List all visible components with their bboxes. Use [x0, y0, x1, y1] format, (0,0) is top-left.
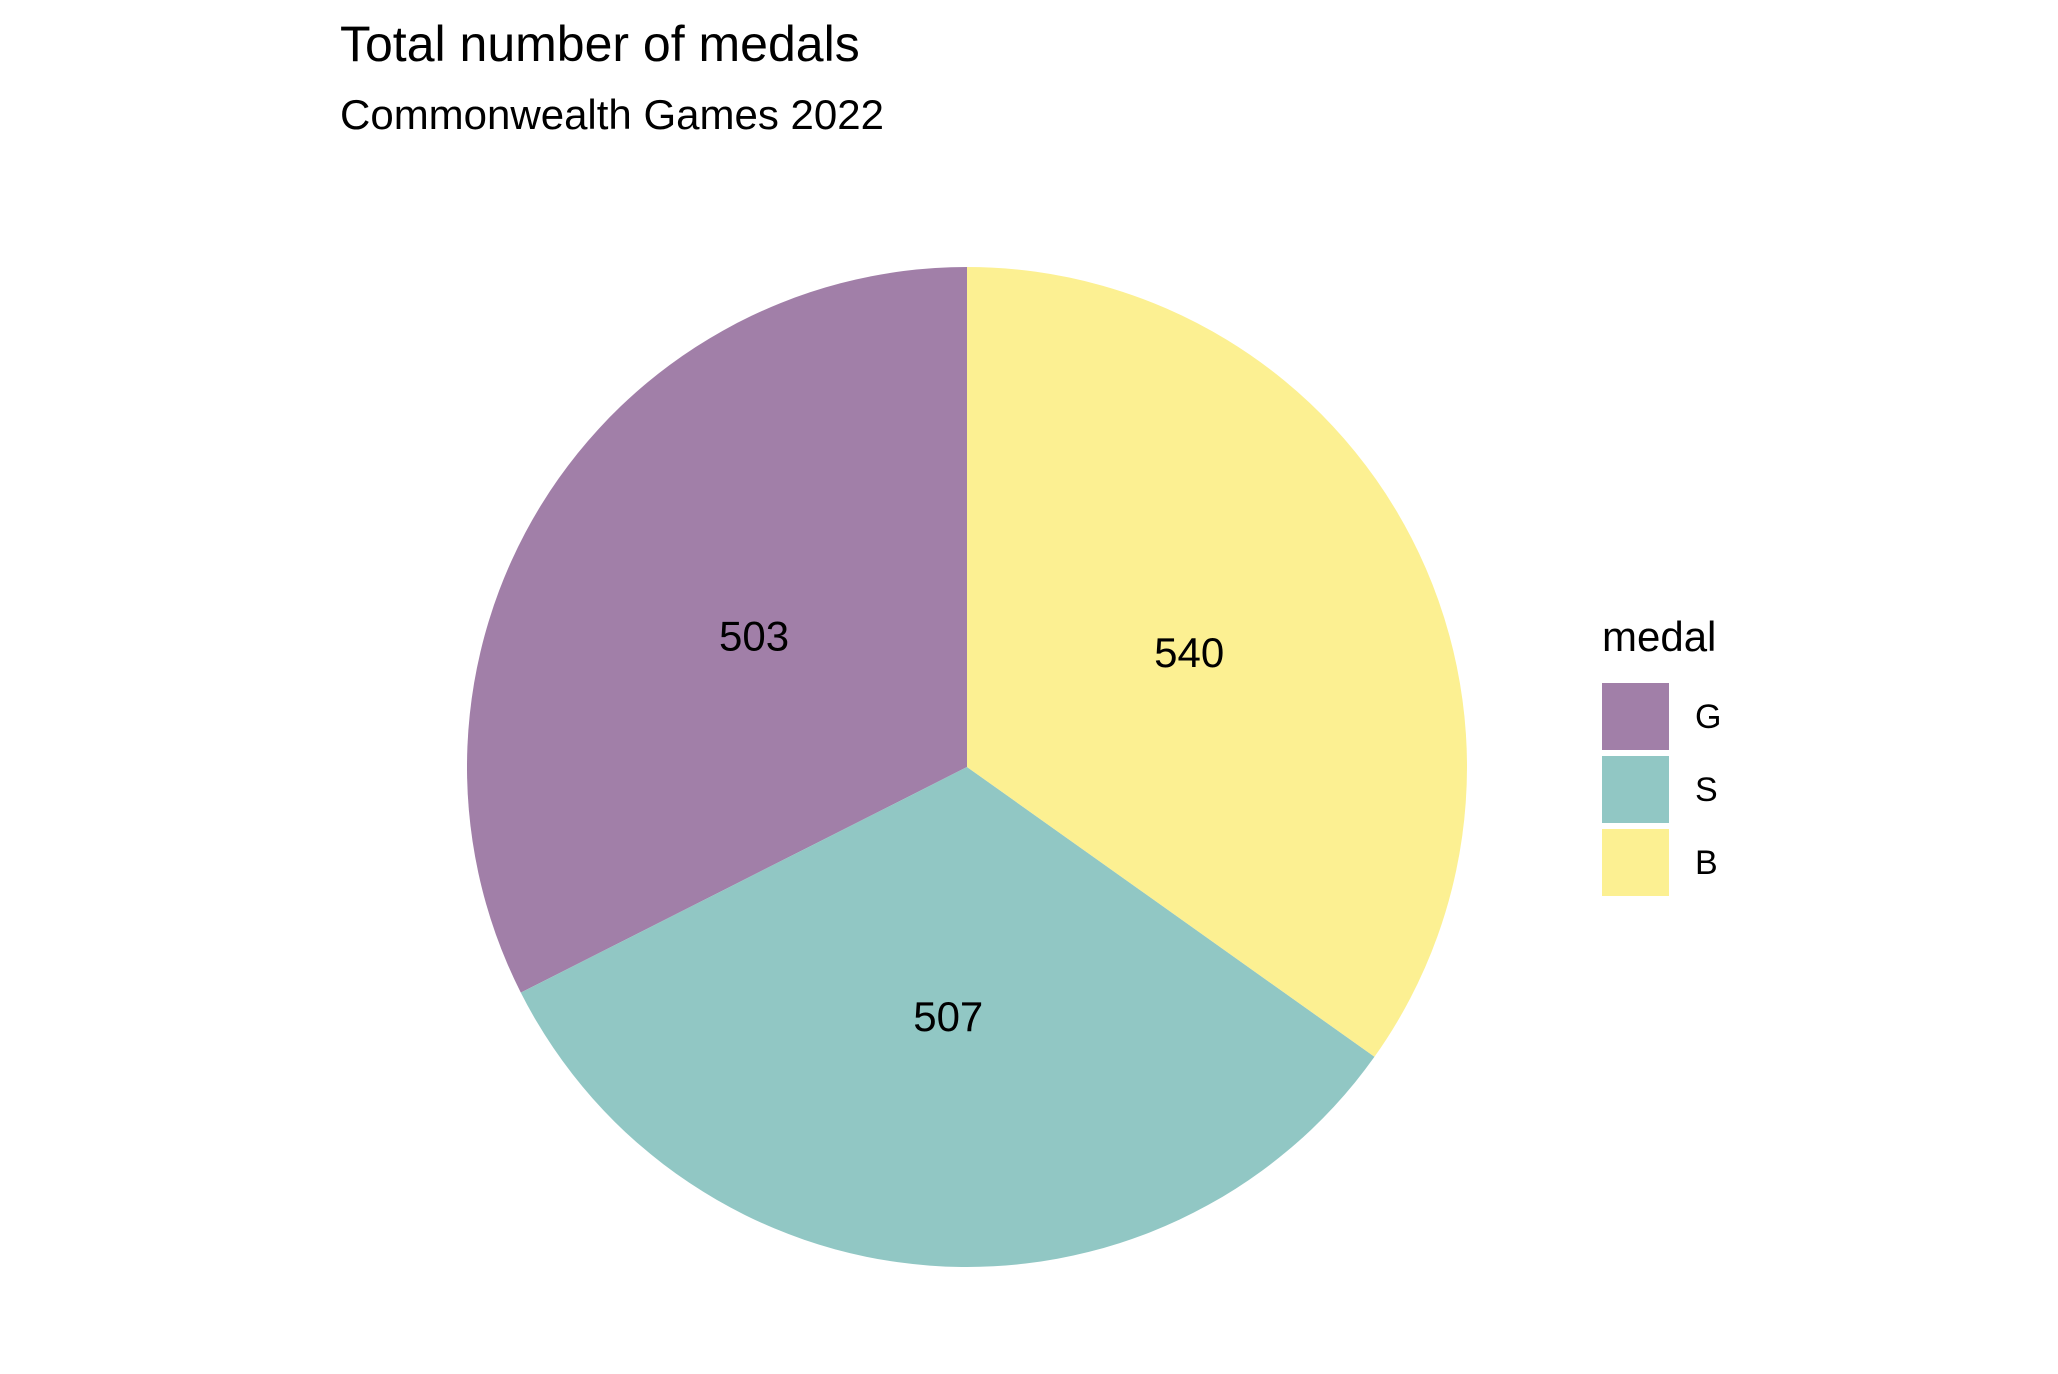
- legend-label-s: S: [1695, 770, 1718, 809]
- legend-title: medal: [1602, 613, 1717, 660]
- data-label-s: 507: [913, 993, 983, 1040]
- legend-label-g: G: [1695, 697, 1722, 736]
- legend-key-g: [1602, 683, 1669, 751]
- legend-key-b: [1602, 829, 1669, 897]
- data-label-g: 503: [719, 613, 789, 660]
- data-label-b: 540: [1154, 629, 1224, 676]
- legend-item-b: B: [1602, 826, 1721, 899]
- legend-key-s: [1602, 756, 1669, 824]
- pie-slice-s: [520, 767, 1375, 1268]
- pie-slice-b: [967, 267, 1467, 1057]
- legend: medal G S B: [1602, 612, 1721, 899]
- legend-label-b: B: [1695, 843, 1718, 882]
- legend-item-s: S: [1602, 753, 1721, 826]
- chart-subtitle: Commonwealth Games 2022: [340, 91, 884, 138]
- chart-title: Total number of medals: [340, 16, 860, 72]
- pie-slice-g: [466, 267, 967, 993]
- legend-item-g: G: [1602, 680, 1721, 753]
